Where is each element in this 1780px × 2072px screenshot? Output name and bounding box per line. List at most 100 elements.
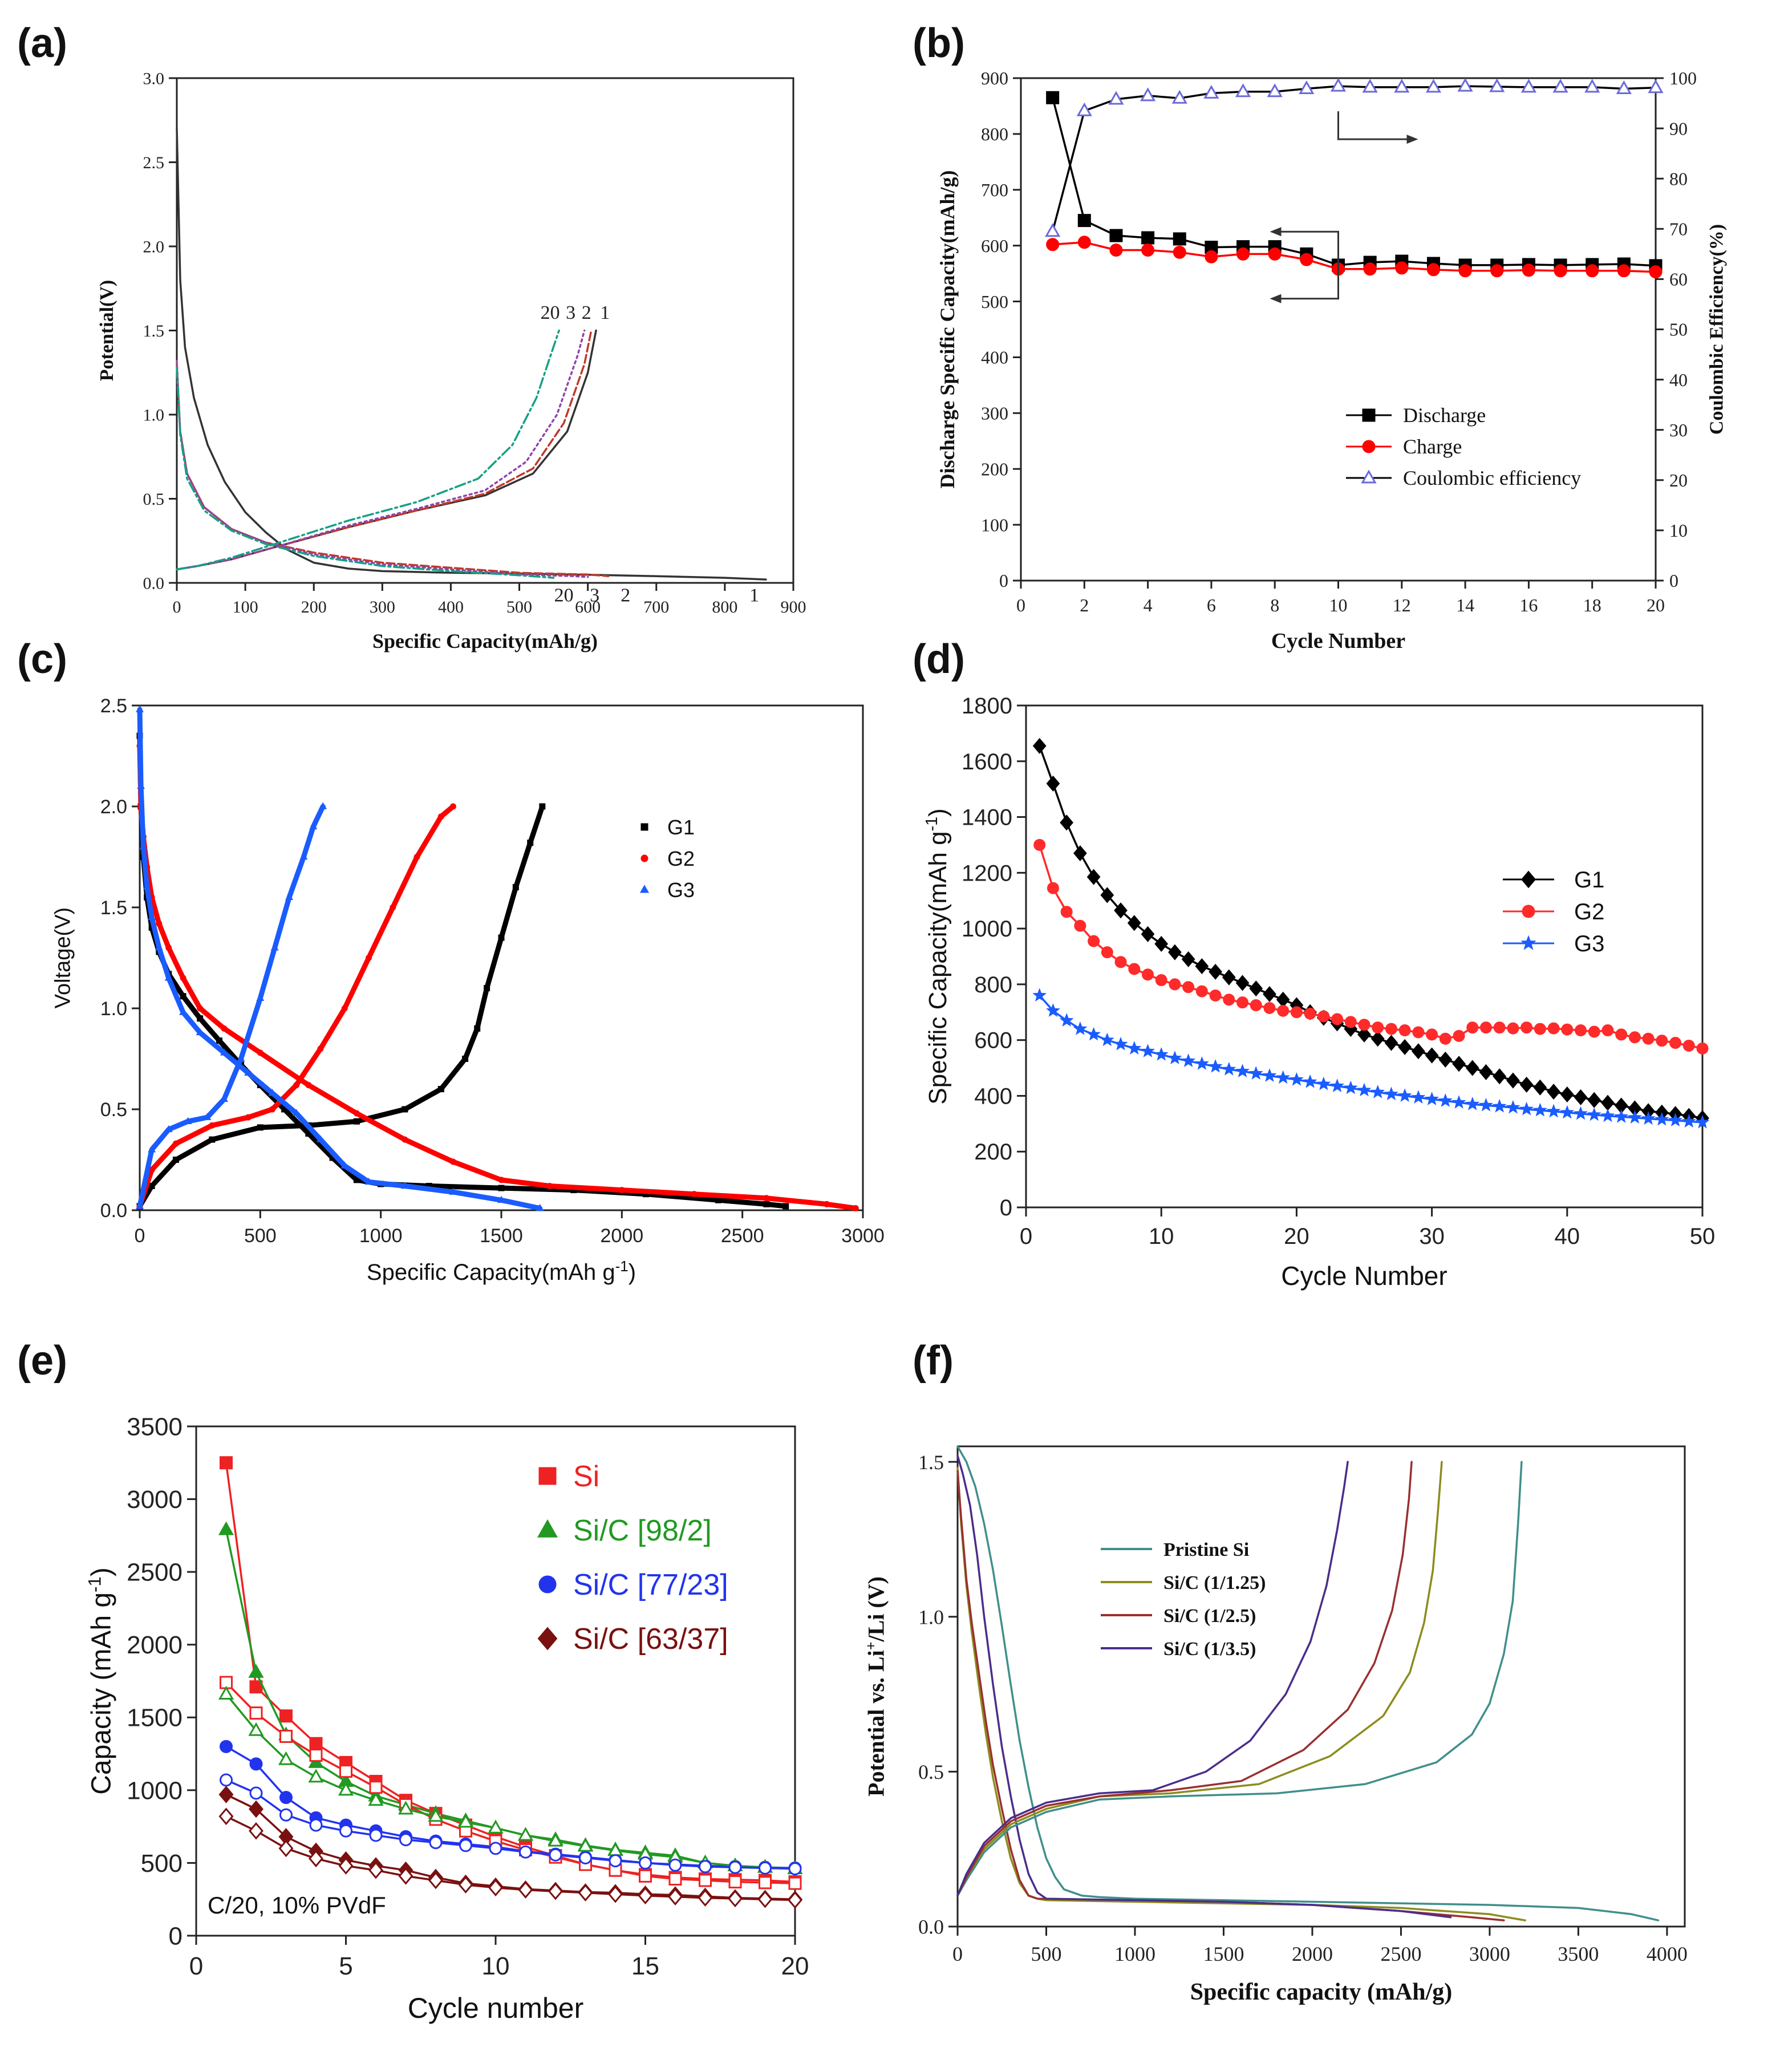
y-axis-label: Voltage(V): [51, 907, 75, 1008]
x-tick-label: 3000: [1469, 1943, 1510, 1965]
y-tick-label: 1000: [127, 1777, 183, 1805]
data-point: [1465, 1096, 1480, 1110]
plot-frame: [1020, 77, 1657, 582]
data-point: [164, 1125, 173, 1133]
x-tick-label: 18: [1583, 595, 1601, 615]
condition-note: C/20, 10% PVdF: [208, 1892, 386, 1919]
data-point: [1205, 250, 1218, 263]
data-point: [852, 1205, 859, 1211]
data-point: [1276, 1070, 1291, 1084]
data-point: [1222, 1061, 1236, 1076]
data-point: [1223, 994, 1235, 1006]
data-point: [668, 1872, 682, 1886]
data-point: [1574, 1106, 1588, 1120]
data-point: [1074, 919, 1086, 932]
data-point: [1395, 261, 1409, 275]
data-point: [1100, 1032, 1114, 1047]
data-point: [1086, 869, 1101, 885]
data-point: [1560, 1086, 1574, 1103]
legend-marker: [640, 854, 648, 862]
data-point: [1182, 981, 1195, 994]
data-point: [1140, 87, 1156, 102]
y-tick-label: 600: [974, 1028, 1012, 1053]
data-point: [305, 1130, 312, 1137]
y-axis-label: Potential(V): [96, 280, 117, 382]
data-point: [1560, 1105, 1575, 1119]
data-point: [269, 1106, 275, 1113]
data-point: [148, 913, 156, 921]
data-point: [1060, 814, 1074, 831]
data-point: [698, 1889, 713, 1907]
data-point: [1363, 262, 1377, 276]
data-point: [220, 1048, 228, 1056]
data-point: [429, 1836, 443, 1850]
data-point: [1507, 1022, 1519, 1035]
data-point: [309, 822, 318, 830]
data-point: [1194, 1056, 1209, 1070]
data-point: [1533, 1079, 1547, 1096]
data-point: [220, 1456, 233, 1470]
data-point: [353, 1118, 360, 1125]
series-g2-charge: [136, 803, 456, 1210]
data-point: [1088, 935, 1100, 947]
data-point: [136, 705, 144, 712]
data-point: [292, 1109, 301, 1116]
y-tick-label: 400: [974, 1084, 1012, 1109]
x-tick-label: 900: [781, 598, 806, 617]
data-point: [137, 781, 145, 789]
data-point: [1412, 1026, 1425, 1039]
series-line: [956, 1461, 1523, 1897]
data-point: [1479, 1021, 1492, 1034]
data-point: [1316, 1076, 1331, 1090]
data-point: [1384, 1086, 1398, 1101]
panel-c: (c) 0 500 1000 1500 2000 2500 3000 0.0 0.5 1.0 1.5 2…: [17, 636, 885, 1285]
data-point: [1235, 1064, 1250, 1078]
data-point: [1141, 231, 1155, 245]
y-tick-label: 1.0: [918, 1605, 944, 1628]
data-point: [218, 1685, 234, 1700]
data-point: [279, 1808, 293, 1822]
panel-d: (d) 0 10 20 30 40 50 0 200 400 600 800 1000 1200 1400 1…: [913, 636, 1715, 1291]
data-point: [1109, 229, 1123, 242]
data-point: [197, 1015, 204, 1022]
data-point: [209, 1136, 216, 1143]
data-point: [1317, 1010, 1330, 1023]
data-point: [1489, 78, 1505, 92]
data-point: [1425, 1047, 1439, 1064]
series-si-open: [220, 1676, 802, 1890]
legend-label: G2: [667, 847, 695, 870]
data-point: [1438, 1093, 1453, 1107]
y2-tick-label: 80: [1669, 168, 1688, 189]
data-point: [249, 1786, 263, 1800]
plot-frame: [176, 77, 794, 584]
data-point: [1492, 1098, 1507, 1113]
x-tick-label: 14: [1456, 595, 1474, 615]
y-tick-label: 2000: [127, 1631, 183, 1659]
data-point: [341, 1005, 348, 1012]
data-point: [1114, 956, 1127, 968]
y-tick-label: 1.5: [143, 322, 165, 340]
y-axis-label: Capacity (mAh g-1): [84, 1567, 117, 1795]
y-tick-label: 1.0: [100, 998, 127, 1020]
data-point: [1534, 1023, 1546, 1035]
data-point: [1357, 1026, 1371, 1043]
legend-label: Pristine Si: [1163, 1539, 1249, 1560]
series-si-c-77-23-: [220, 1739, 802, 1875]
data-point: [390, 904, 396, 911]
cycle-annotation: 1: [749, 585, 759, 606]
x-tick-label: 2000: [1292, 1943, 1333, 1965]
data-point: [248, 1664, 264, 1678]
series-line: [137, 804, 326, 1209]
x-tick-label: 700: [643, 598, 669, 617]
data-point: [668, 1888, 683, 1905]
data-point: [1045, 223, 1061, 237]
data-point: [402, 1136, 408, 1143]
data-point: [218, 1807, 234, 1826]
data-point: [457, 1814, 474, 1828]
series-si-c-1-3-5-: [956, 1454, 1452, 1919]
data-point: [268, 1089, 277, 1096]
series-3: [176, 359, 589, 578]
data-point: [197, 1005, 204, 1012]
series-si-c-1-1-25-: [956, 1467, 1526, 1921]
data-point: [1113, 1036, 1128, 1051]
